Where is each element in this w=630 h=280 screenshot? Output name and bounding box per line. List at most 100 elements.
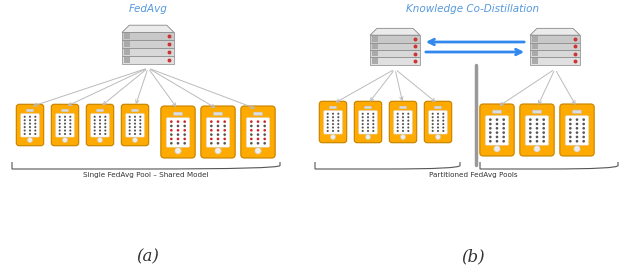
Circle shape [542, 123, 545, 125]
Circle shape [34, 133, 37, 135]
Circle shape [256, 125, 260, 127]
FancyBboxPatch shape [399, 106, 407, 109]
FancyBboxPatch shape [131, 109, 139, 112]
Circle shape [24, 133, 26, 135]
Circle shape [134, 119, 136, 121]
Circle shape [183, 129, 186, 132]
Circle shape [170, 120, 173, 123]
Circle shape [250, 120, 253, 123]
Circle shape [263, 142, 266, 144]
Circle shape [362, 113, 364, 115]
Circle shape [437, 127, 439, 129]
Text: Single FedAvg Pool – Shared Model: Single FedAvg Pool – Shared Model [83, 172, 209, 178]
Circle shape [29, 123, 31, 125]
Circle shape [362, 127, 364, 129]
Circle shape [176, 138, 180, 140]
Circle shape [59, 123, 60, 125]
Circle shape [170, 133, 173, 136]
Circle shape [569, 123, 571, 125]
Circle shape [489, 123, 491, 125]
Circle shape [407, 127, 410, 129]
FancyBboxPatch shape [122, 104, 149, 146]
Circle shape [437, 116, 439, 118]
FancyBboxPatch shape [425, 101, 452, 143]
Circle shape [176, 120, 180, 123]
Circle shape [224, 120, 226, 123]
FancyBboxPatch shape [364, 106, 372, 109]
Circle shape [442, 127, 444, 129]
Circle shape [372, 116, 374, 118]
Circle shape [437, 120, 439, 122]
Bar [122, 56, 174, 64]
Circle shape [432, 120, 433, 122]
Circle shape [99, 116, 101, 118]
Bar [530, 57, 580, 65]
Circle shape [437, 130, 439, 132]
Circle shape [536, 131, 538, 134]
Circle shape [397, 116, 399, 118]
Circle shape [217, 129, 219, 132]
Circle shape [34, 116, 37, 118]
Circle shape [183, 133, 186, 136]
Circle shape [362, 123, 364, 125]
Circle shape [24, 123, 26, 125]
FancyBboxPatch shape [358, 111, 377, 134]
Bar [370, 43, 420, 50]
Circle shape [576, 136, 578, 138]
Circle shape [256, 129, 260, 132]
Circle shape [367, 130, 369, 132]
Circle shape [432, 113, 433, 115]
Circle shape [362, 116, 364, 118]
Circle shape [576, 140, 578, 143]
Circle shape [332, 123, 334, 125]
Circle shape [139, 116, 141, 118]
Circle shape [372, 127, 374, 129]
Circle shape [365, 134, 370, 139]
Circle shape [489, 136, 491, 138]
Circle shape [332, 130, 334, 132]
Circle shape [134, 126, 136, 128]
Circle shape [24, 126, 26, 128]
Circle shape [367, 123, 369, 125]
Circle shape [582, 140, 585, 143]
Circle shape [64, 119, 66, 121]
FancyBboxPatch shape [246, 118, 270, 147]
Bar [122, 40, 174, 48]
Circle shape [536, 140, 538, 143]
Circle shape [104, 126, 106, 128]
Bar [124, 57, 130, 63]
Circle shape [59, 133, 60, 135]
Circle shape [542, 136, 545, 138]
Circle shape [210, 138, 213, 140]
FancyBboxPatch shape [520, 104, 554, 156]
Circle shape [407, 120, 410, 122]
Circle shape [34, 123, 37, 125]
Bar [530, 43, 580, 50]
Circle shape [529, 131, 532, 134]
Circle shape [94, 126, 96, 128]
Circle shape [104, 119, 106, 121]
Text: FedAvg: FedAvg [129, 4, 168, 14]
Circle shape [176, 133, 180, 136]
Circle shape [402, 113, 404, 115]
Circle shape [94, 129, 96, 132]
Circle shape [215, 148, 221, 154]
Circle shape [29, 126, 31, 128]
FancyBboxPatch shape [565, 116, 588, 145]
Circle shape [337, 127, 340, 129]
Circle shape [139, 129, 141, 132]
Bar [532, 51, 538, 56]
Circle shape [494, 146, 500, 152]
Circle shape [502, 140, 505, 143]
Circle shape [372, 130, 374, 132]
Circle shape [176, 125, 180, 127]
Circle shape [98, 137, 103, 143]
Circle shape [326, 127, 329, 129]
Circle shape [489, 131, 491, 134]
Circle shape [372, 120, 374, 122]
FancyBboxPatch shape [86, 104, 113, 146]
FancyBboxPatch shape [329, 106, 336, 109]
Circle shape [502, 136, 505, 138]
Circle shape [183, 125, 186, 127]
Circle shape [536, 123, 538, 125]
